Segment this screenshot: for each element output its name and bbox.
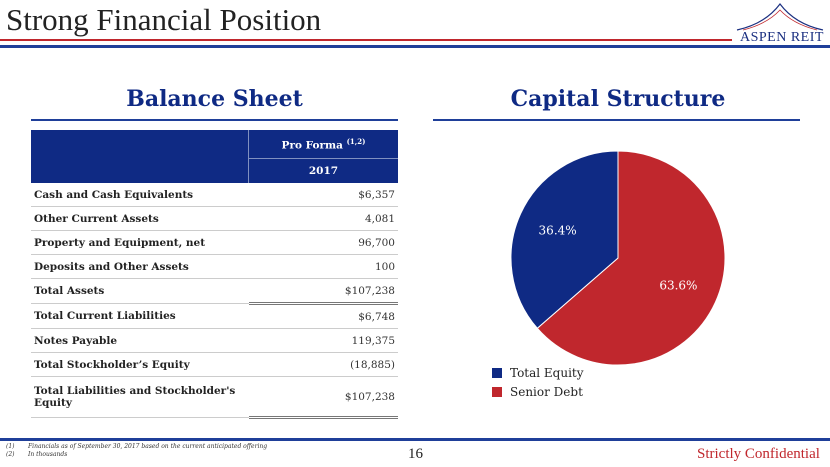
row-value: (18,885) xyxy=(248,352,398,377)
data-label: 63.6% xyxy=(659,278,697,292)
page-title: Strong Financial Position xyxy=(6,2,322,37)
table-row: Deposits and Other Assets 100 xyxy=(31,254,398,279)
pie-slice-senior-debt xyxy=(536,150,726,366)
col-footnote: (1,2) xyxy=(346,136,366,146)
row-label: Total Stockholder’s Equity xyxy=(31,352,249,377)
row-value: $6,357 xyxy=(248,183,398,207)
footer-divider xyxy=(0,438,830,441)
row-value: 100 xyxy=(248,254,398,279)
legend-label: Total Equity xyxy=(510,366,584,380)
table-row: Total Liabilities and Stockholder's Equi… xyxy=(31,376,398,419)
pie-slice-total-equity xyxy=(510,150,619,329)
footnote-1: Financials as of September 30, 2017 base… xyxy=(28,443,268,450)
confidential-label: Strictly Confidential xyxy=(697,446,820,462)
footnote-2: In thousands xyxy=(28,451,68,458)
table-row: Total Current Liabilities $6,748 xyxy=(31,303,398,329)
footnote-1-num: (1) xyxy=(6,443,15,450)
col-header: Pro Forma (1,2) xyxy=(248,130,398,159)
col-header-label: Pro Forma xyxy=(281,139,343,152)
table-row: Total Stockholder’s Equity (18,885) xyxy=(31,352,398,377)
row-value: 96,700 xyxy=(248,230,398,255)
row-label: Other Current Assets xyxy=(31,206,249,231)
row-label: Total Assets xyxy=(31,278,249,304)
balance-sheet-table: Pro Forma (1,2) 2017 Cash and Cash Equiv… xyxy=(31,130,398,419)
row-label: Notes Payable xyxy=(31,328,249,353)
row-label: Cash and Cash Equivalents xyxy=(31,183,249,207)
row-label: Total Liabilities and Stockholder's Equi… xyxy=(31,376,249,418)
header-blank xyxy=(31,130,249,183)
logo-roof-icon xyxy=(736,3,824,31)
logo-text: ASPEN REIT xyxy=(740,30,824,45)
row-label: Deposits and Other Assets xyxy=(31,254,249,279)
heading-underline xyxy=(31,119,398,121)
table-row: Other Current Assets 4,081 xyxy=(31,206,398,231)
data-label: 36.4% xyxy=(539,224,577,238)
table-row: Cash and Cash Equivalents $6,357 xyxy=(31,183,398,207)
table-row: Property and Equipment, net 96,700 xyxy=(31,230,398,255)
row-value: $6,748 xyxy=(248,303,398,329)
row-value: $107,238 xyxy=(248,278,398,305)
pie-chart: 63.6% 36.4% xyxy=(510,150,726,366)
legend-item-senior-debt: Senior Debt xyxy=(492,385,583,399)
legend-swatch xyxy=(492,368,502,378)
capital-structure-heading: Capital Structure xyxy=(510,86,726,112)
table-row: Notes Payable 119,375 xyxy=(31,328,398,353)
table-row: Total Assets $107,238 xyxy=(31,278,398,305)
balance-sheet-heading: Balance Sheet xyxy=(126,86,303,112)
legend-swatch xyxy=(492,387,502,397)
blue-divider xyxy=(0,45,830,48)
row-value: $107,238 xyxy=(248,376,398,419)
row-label: Total Current Liabilities xyxy=(31,303,249,329)
legend-label: Senior Debt xyxy=(510,385,583,399)
footnote-2-num: (2) xyxy=(6,451,15,458)
heading-underline xyxy=(433,119,800,121)
red-divider xyxy=(0,39,732,41)
col-year: 2017 xyxy=(248,158,398,183)
row-value: 4,081 xyxy=(248,206,398,231)
row-label: Property and Equipment, net xyxy=(31,230,249,255)
legend-item-total-equity: Total Equity xyxy=(492,366,584,380)
page-number: 16 xyxy=(408,446,423,462)
row-value: 119,375 xyxy=(248,328,398,353)
